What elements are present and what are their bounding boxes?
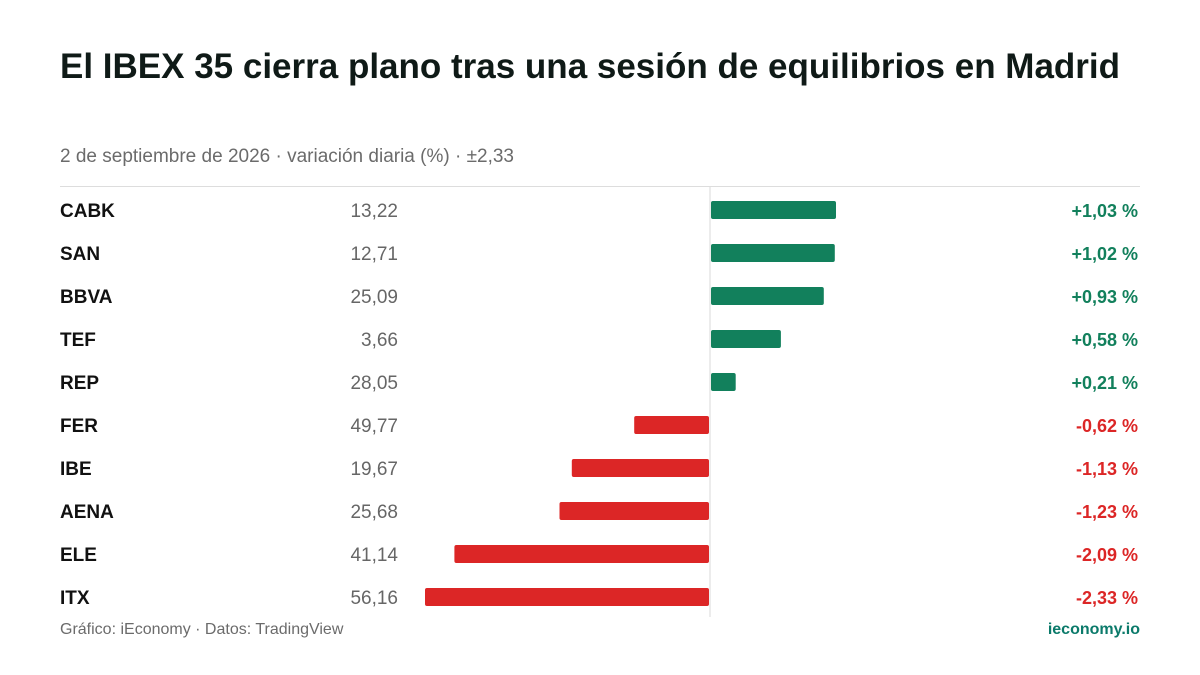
change-label: -1,23 %	[1076, 502, 1138, 522]
change-label: -2,09 %	[1076, 545, 1138, 565]
chart-rows: CABK 13,22 +1,03 % SAN 12,71 +1,02 % BBVA 25,09…	[60, 201, 1138, 609]
bar-ibe	[571, 459, 709, 477]
change-label: +1,02 %	[1071, 244, 1138, 264]
bar-san	[711, 244, 835, 262]
bar-fer	[634, 416, 709, 434]
bar-itx	[425, 588, 709, 606]
price-label: 25,68	[350, 502, 398, 523]
price-label: 3,66	[361, 330, 398, 351]
ticker-label: ELE	[60, 545, 97, 566]
bar-chart: CABK 13,22 +1,03 % SAN 12,71 +1,02 % BBVA 25,09…	[60, 187, 1138, 617]
ticker-label: REP	[60, 373, 99, 394]
price-label: 49,77	[350, 416, 398, 437]
change-label: +0,21 %	[1071, 373, 1138, 393]
price-label: 13,22	[350, 201, 398, 222]
price-label: 28,05	[350, 373, 398, 394]
brand-link[interactable]: ieconomy.io	[1047, 621, 1140, 638]
source-credit: Gráfico: iEconomy · Datos: TradingView	[60, 621, 344, 638]
change-label: -0,62 %	[1076, 416, 1138, 436]
price-label: 12,71	[350, 244, 398, 265]
ticker-label: TEF	[60, 330, 96, 351]
ticker-label: BBVA	[60, 287, 113, 308]
change-label: -2,33 %	[1076, 588, 1138, 608]
change-label: +1,03 %	[1071, 201, 1138, 221]
header-divider	[60, 186, 1140, 187]
price-label: 25,09	[350, 287, 398, 308]
chart-title: El IBEX 35 cierra plano tras una sesión …	[60, 47, 1121, 86]
bar-tef	[711, 330, 781, 348]
change-label: -1,13 %	[1076, 459, 1138, 479]
price-label: 56,16	[350, 588, 398, 609]
price-label: 19,67	[350, 459, 398, 480]
bar-cabk	[711, 201, 836, 219]
ticker-label: SAN	[60, 244, 100, 265]
ticker-label: FER	[60, 416, 98, 437]
bar-aena	[559, 502, 709, 520]
change-label: +0,93 %	[1071, 287, 1138, 307]
change-label: +0,58 %	[1071, 330, 1138, 350]
ticker-label: ITX	[60, 588, 90, 609]
price-label: 41,14	[350, 545, 398, 566]
chart-subtitle: 2 de septiembre de 2026 · variación diar…	[60, 146, 514, 167]
bar-ele	[454, 545, 709, 563]
bar-bbva	[711, 287, 824, 305]
ticker-label: AENA	[60, 502, 114, 523]
bar-rep	[711, 373, 736, 391]
ticker-label: IBE	[60, 459, 92, 480]
ticker-label: CABK	[60, 201, 115, 222]
